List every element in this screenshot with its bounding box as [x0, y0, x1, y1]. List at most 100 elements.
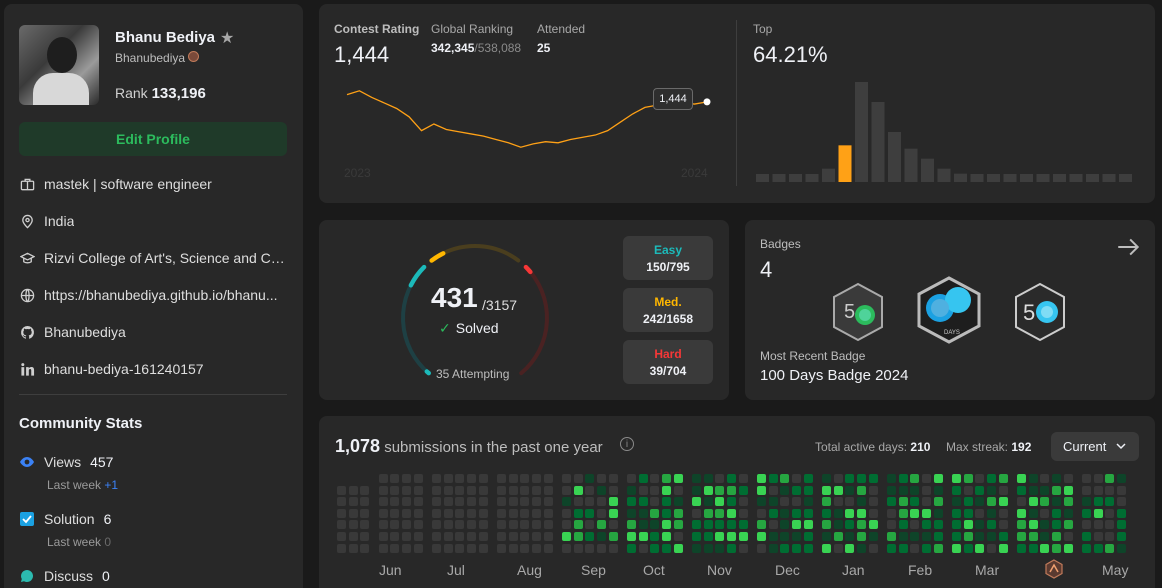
heatmap-cell[interactable]	[1028, 485, 1038, 495]
heatmap-cell[interactable]	[757, 485, 767, 495]
heatmap-cell[interactable]	[1063, 474, 1073, 483]
heatmap-cell[interactable]	[833, 497, 843, 507]
heatmap-cell[interactable]	[910, 485, 920, 495]
heatmap-cell[interactable]	[987, 497, 996, 507]
heatmap-cell[interactable]	[455, 485, 465, 495]
heatmap-cell[interactable]	[692, 543, 702, 553]
heatmap-cell[interactable]	[868, 485, 878, 495]
heatmap-cell[interactable]	[443, 485, 453, 495]
heatmap-cell[interactable]	[727, 532, 736, 541]
heatmap-cell[interactable]	[857, 520, 866, 530]
heatmap-cell[interactable]	[597, 532, 606, 541]
info-icon[interactable]: i	[620, 437, 634, 451]
heatmap-cell[interactable]	[963, 497, 973, 507]
heatmap-cell[interactable]	[868, 520, 878, 530]
heatmap-cell[interactable]	[1040, 474, 1050, 483]
heatmap-cell[interactable]	[337, 485, 346, 495]
heatmap-cell[interactable]	[715, 474, 725, 483]
heatmap-cell[interactable]	[573, 497, 583, 507]
heatmap-cell[interactable]	[585, 474, 595, 483]
heatmap-cell[interactable]	[443, 508, 453, 518]
heatmap-cell[interactable]	[780, 532, 790, 541]
heatmap-cell[interactable]	[715, 497, 725, 507]
heatmap-cell[interactable]	[1117, 508, 1126, 518]
heatmap-cell[interactable]	[1063, 532, 1073, 541]
heatmap-cell[interactable]	[1017, 508, 1027, 518]
heatmap-cell[interactable]	[768, 543, 778, 553]
heatmap-cell[interactable]	[432, 543, 442, 553]
heatmap-cell[interactable]	[337, 520, 346, 530]
heatmap-cell[interactable]	[780, 497, 790, 507]
50-days-badge-icon[interactable]: 5	[1013, 282, 1067, 342]
heatmap-cell[interactable]	[868, 497, 878, 507]
heatmap-cell[interactable]	[738, 508, 748, 518]
heatmap-cell[interactable]	[390, 485, 400, 495]
heatmap-cell[interactable]	[443, 520, 453, 530]
heatmap-cell[interactable]	[662, 520, 671, 530]
heatmap-cell[interactable]	[390, 497, 400, 507]
heatmap-cell[interactable]	[508, 508, 518, 518]
heatmap-cell[interactable]	[650, 520, 660, 530]
heatmap-cell[interactable]	[703, 497, 713, 507]
heatmap-cell[interactable]	[360, 508, 370, 518]
heatmap-cell[interactable]	[413, 520, 423, 530]
heatmap-cell[interactable]	[562, 543, 572, 553]
heatmap-cell[interactable]	[845, 474, 855, 483]
heatmap-cell[interactable]	[562, 497, 572, 507]
rating-histogram[interactable]	[756, 82, 1136, 184]
heatmap-cell[interactable]	[497, 543, 507, 553]
heatmap-cell[interactable]	[692, 497, 702, 507]
heatmap-cell[interactable]	[803, 508, 813, 518]
heatmap-cell[interactable]	[692, 520, 702, 530]
heatmap-cell[interactable]	[887, 543, 897, 553]
heatmap-cell[interactable]	[467, 532, 476, 541]
heatmap-cell[interactable]	[692, 532, 702, 541]
heatmap-cell[interactable]	[715, 520, 725, 530]
heatmap-cell[interactable]	[822, 532, 832, 541]
heatmap-cell[interactable]	[898, 543, 908, 553]
heatmap-cell[interactable]	[360, 543, 370, 553]
heatmap-cell[interactable]	[803, 474, 813, 483]
heatmap-cell[interactable]	[1017, 543, 1027, 553]
heatmap-cell[interactable]	[402, 497, 411, 507]
heatmap-cell[interactable]	[650, 474, 660, 483]
heatmap-cell[interactable]	[768, 497, 778, 507]
heatmap-cell[interactable]	[887, 497, 897, 507]
heatmap-cell[interactable]	[1082, 497, 1092, 507]
heatmap-cell[interactable]	[348, 497, 358, 507]
heatmap-cell[interactable]	[508, 532, 518, 541]
heatmap-cell[interactable]	[608, 543, 618, 553]
heatmap-cell[interactable]	[692, 474, 702, 483]
heatmap-cell[interactable]	[922, 543, 931, 553]
heatmap-cell[interactable]	[348, 485, 358, 495]
heatmap-cell[interactable]	[1052, 497, 1061, 507]
heatmap-cell[interactable]	[738, 520, 748, 530]
heatmap-cell[interactable]	[432, 485, 442, 495]
heatmap-cell[interactable]	[975, 532, 985, 541]
heatmap-cell[interactable]	[1105, 485, 1115, 495]
heatmap-cell[interactable]	[987, 532, 996, 541]
heatmap-cell[interactable]	[1017, 532, 1027, 541]
heatmap-cell[interactable]	[662, 508, 671, 518]
heatmap-cell[interactable]	[520, 497, 530, 507]
heatmap-cell[interactable]	[348, 520, 358, 530]
heatmap-cell[interactable]	[952, 508, 962, 518]
heatmap-cell[interactable]	[780, 543, 790, 553]
heatmap-cell[interactable]	[792, 485, 801, 495]
heatmap-cell[interactable]	[1028, 532, 1038, 541]
heatmap-cell[interactable]	[998, 508, 1008, 518]
heatmap-cell[interactable]	[378, 497, 388, 507]
heatmap-cell[interactable]	[738, 485, 748, 495]
heatmap-cell[interactable]	[638, 485, 648, 495]
heatmap-cell[interactable]	[1082, 520, 1092, 530]
heatmap-cell[interactable]	[715, 543, 725, 553]
heatmap-cell[interactable]	[650, 532, 660, 541]
heatmap-cell[interactable]	[998, 543, 1008, 553]
heatmap-cell[interactable]	[975, 508, 985, 518]
heatmap-cell[interactable]	[1063, 543, 1073, 553]
heatmap-cell[interactable]	[857, 532, 866, 541]
heatmap-cell[interactable]	[898, 508, 908, 518]
heatmap-cell[interactable]	[673, 508, 683, 518]
heatmap-cell[interactable]	[432, 508, 442, 518]
heatmap-cell[interactable]	[508, 474, 518, 483]
